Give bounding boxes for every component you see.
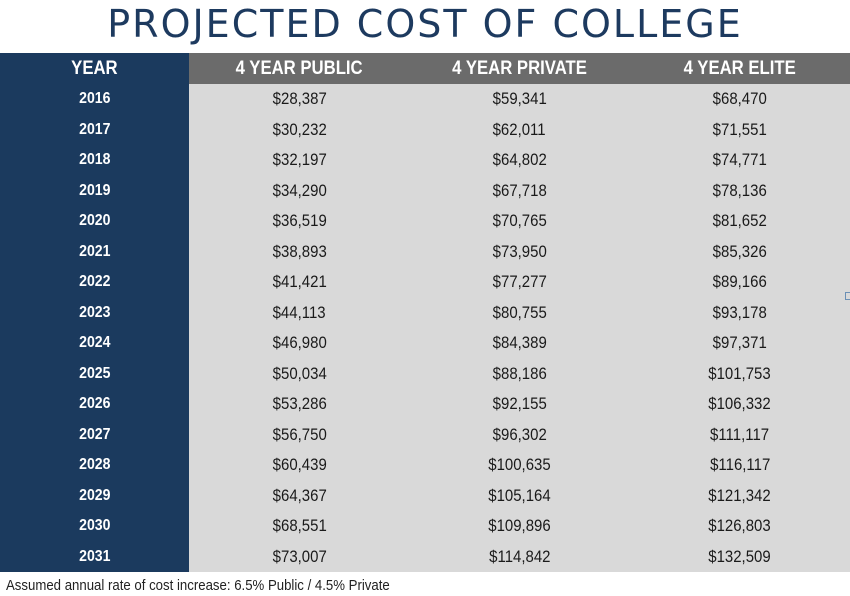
table-row: 2019 $34,290 $67,718 $78,136 [0,175,850,206]
cell-elite: $74,771 [629,145,850,176]
table-row: 2030 $68,551 $109,896 $126,803 [0,511,850,542]
cell-elite: $89,166 [629,267,850,298]
cell-year: 2021 [0,236,190,267]
cost-table: YEAR 4 YEAR PUBLIC 4 YEAR PRIVATE 4 YEAR… [0,53,850,572]
cell-private: $114,842 [409,541,630,572]
table-row: 2025 $50,034 $88,186 $101,753 [0,358,850,389]
cell-year: 2020 [0,206,190,237]
cell-year: 2023 [0,297,190,328]
cell-private: $73,950 [409,236,630,267]
cell-private: $84,389 [409,328,630,359]
table-row: 2018 $32,197 $64,802 $74,771 [0,145,850,176]
cell-public: $32,197 [189,145,410,176]
cell-elite: $93,178 [629,297,850,328]
cell-public: $60,439 [189,450,410,481]
cell-private: $80,755 [409,297,630,328]
table-row: 2024 $46,980 $84,389 $97,371 [0,328,850,359]
cell-year: 2024 [0,328,190,359]
cell-private: $96,302 [409,419,630,450]
cell-elite: $78,136 [629,175,850,206]
table-row: 2016 $28,387 $59,341 $68,470 [0,84,850,115]
table-row: 2029 $64,367 $105,164 $121,342 [0,480,850,511]
cell-public: $56,750 [189,419,410,450]
chart-title: PROJECTED COST OF COLLEGE [107,2,743,46]
header-row: YEAR 4 YEAR PUBLIC 4 YEAR PRIVATE 4 YEAR… [0,53,850,84]
cell-elite: $132,509 [629,541,850,572]
cell-year: 2031 [0,541,190,572]
table-row: 2027 $56,750 $96,302 $111,117 [0,419,850,450]
footnote: Assumed annual rate of cost increase: 6.… [6,577,390,594]
cell-year: 2025 [0,358,190,389]
cell-year: 2022 [0,267,190,298]
cell-year: 2018 [0,145,190,176]
cell-private: $88,186 [409,358,630,389]
cell-year: 2017 [0,114,190,145]
cell-private: $59,341 [409,84,630,115]
table-body: 2016 $28,387 $59,341 $68,470 2017 $30,232 $62,… [0,84,850,572]
cell-elite: $126,803 [629,511,850,542]
cell-public: $53,286 [189,389,410,420]
cell-public: $50,034 [189,358,410,389]
cell-private: $70,765 [409,206,630,237]
cell-private: $64,802 [409,145,630,176]
column-header-private: 4 YEAR PRIVATE [409,53,630,84]
cell-year: 2019 [0,175,190,206]
table-row: 2017 $30,232 $62,011 $71,551 [0,114,850,145]
column-header-elite: 4 YEAR ELITE [629,53,850,84]
cell-private: $62,011 [409,114,630,145]
cell-year: 2016 [0,84,190,115]
cell-public: $64,367 [189,480,410,511]
table-row: 2023 $44,113 $80,755 $93,178 [0,297,850,328]
cell-elite: $101,753 [629,358,850,389]
cell-elite: $97,371 [629,328,850,359]
cell-elite: $71,551 [629,114,850,145]
cell-year: 2030 [0,511,190,542]
cell-public: $68,551 [189,511,410,542]
cell-private: $92,155 [409,389,630,420]
cell-private: $105,164 [409,480,630,511]
cell-public: $36,519 [189,206,410,237]
cell-public: $46,980 [189,328,410,359]
cell-public: $30,232 [189,114,410,145]
cost-table-wrapper: YEAR 4 YEAR PUBLIC 4 YEAR PRIVATE 4 YEAR… [0,53,850,572]
cell-elite: $121,342 [629,480,850,511]
cell-elite: $106,332 [629,389,850,420]
table-row: 2022 $41,421 $77,277 $89,166 [0,267,850,298]
table-row: 2026 $53,286 $92,155 $106,332 [0,389,850,420]
cell-public: $73,007 [189,541,410,572]
table-row: 2020 $36,519 $70,765 $81,652 [0,206,850,237]
column-header-public: 4 YEAR PUBLIC [189,53,410,84]
table-row: 2028 $60,439 $100,635 $116,117 [0,450,850,481]
cell-elite: $81,652 [629,206,850,237]
cell-public: $41,421 [189,267,410,298]
cell-year: 2029 [0,480,190,511]
cell-elite: $116,117 [629,450,850,481]
cell-elite: $68,470 [629,84,850,115]
table-row: 2021 $38,893 $73,950 $85,326 [0,236,850,267]
column-header-year: YEAR [0,53,190,84]
cell-public: $34,290 [189,175,410,206]
cell-elite: $85,326 [629,236,850,267]
cell-private: $100,635 [409,450,630,481]
cell-year: 2028 [0,450,190,481]
edge-marker [845,292,850,300]
cell-year: 2026 [0,389,190,420]
cell-private: $77,277 [409,267,630,298]
cell-elite: $111,117 [629,419,850,450]
table-row: 2031 $73,007 $114,842 $132,509 [0,541,850,572]
cell-public: $38,893 [189,236,410,267]
cell-public: $28,387 [189,84,410,115]
cell-private: $109,896 [409,511,630,542]
cell-private: $67,718 [409,175,630,206]
cell-year: 2027 [0,419,190,450]
cell-public: $44,113 [189,297,410,328]
